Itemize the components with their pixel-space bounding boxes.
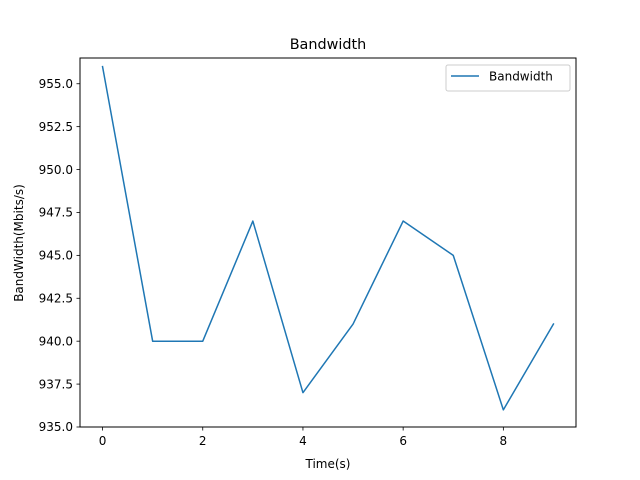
y-axis-label: BandWidth(Mbits/s) — [12, 184, 26, 302]
x-axis-label: Time(s) — [305, 457, 351, 471]
y-tick-label: 950.0 — [39, 163, 73, 177]
legend: Bandwidth — [445, 64, 571, 92]
x-tick-label: 0 — [99, 434, 107, 448]
y-axis-ticks: 935.0 937.5 940.0 942.5 945.0 947.5 950.0 952.5… — [39, 77, 80, 434]
y-tick-label: 947.5 — [39, 206, 73, 220]
y-tick-label: 952.5 — [39, 120, 73, 134]
y-tick-label: 940.0 — [39, 334, 73, 348]
plot-area-frame — [79, 57, 577, 428]
x-tick-label: 6 — [399, 434, 407, 448]
series-layer — [101, 65, 555, 411]
x-tick-label: 2 — [199, 434, 207, 448]
x-tick-label: 8 — [500, 434, 508, 448]
y-tick-label: 935.0 — [39, 420, 73, 434]
series-line-bandwidth — [101, 65, 555, 411]
y-tick-label: 945.0 — [39, 249, 73, 263]
x-axis-ticks: 0 2 4 6 8 — [99, 427, 507, 448]
y-tick-label: 942.5 — [39, 291, 73, 305]
x-tick-label: 4 — [299, 434, 307, 448]
y-tick-label: 937.5 — [39, 377, 73, 391]
chart-title: Bandwidth — [290, 37, 367, 53]
legend-label: Bandwidth — [489, 70, 553, 84]
y-tick-label: 955.0 — [39, 77, 73, 91]
legend-box — [445, 64, 571, 92]
